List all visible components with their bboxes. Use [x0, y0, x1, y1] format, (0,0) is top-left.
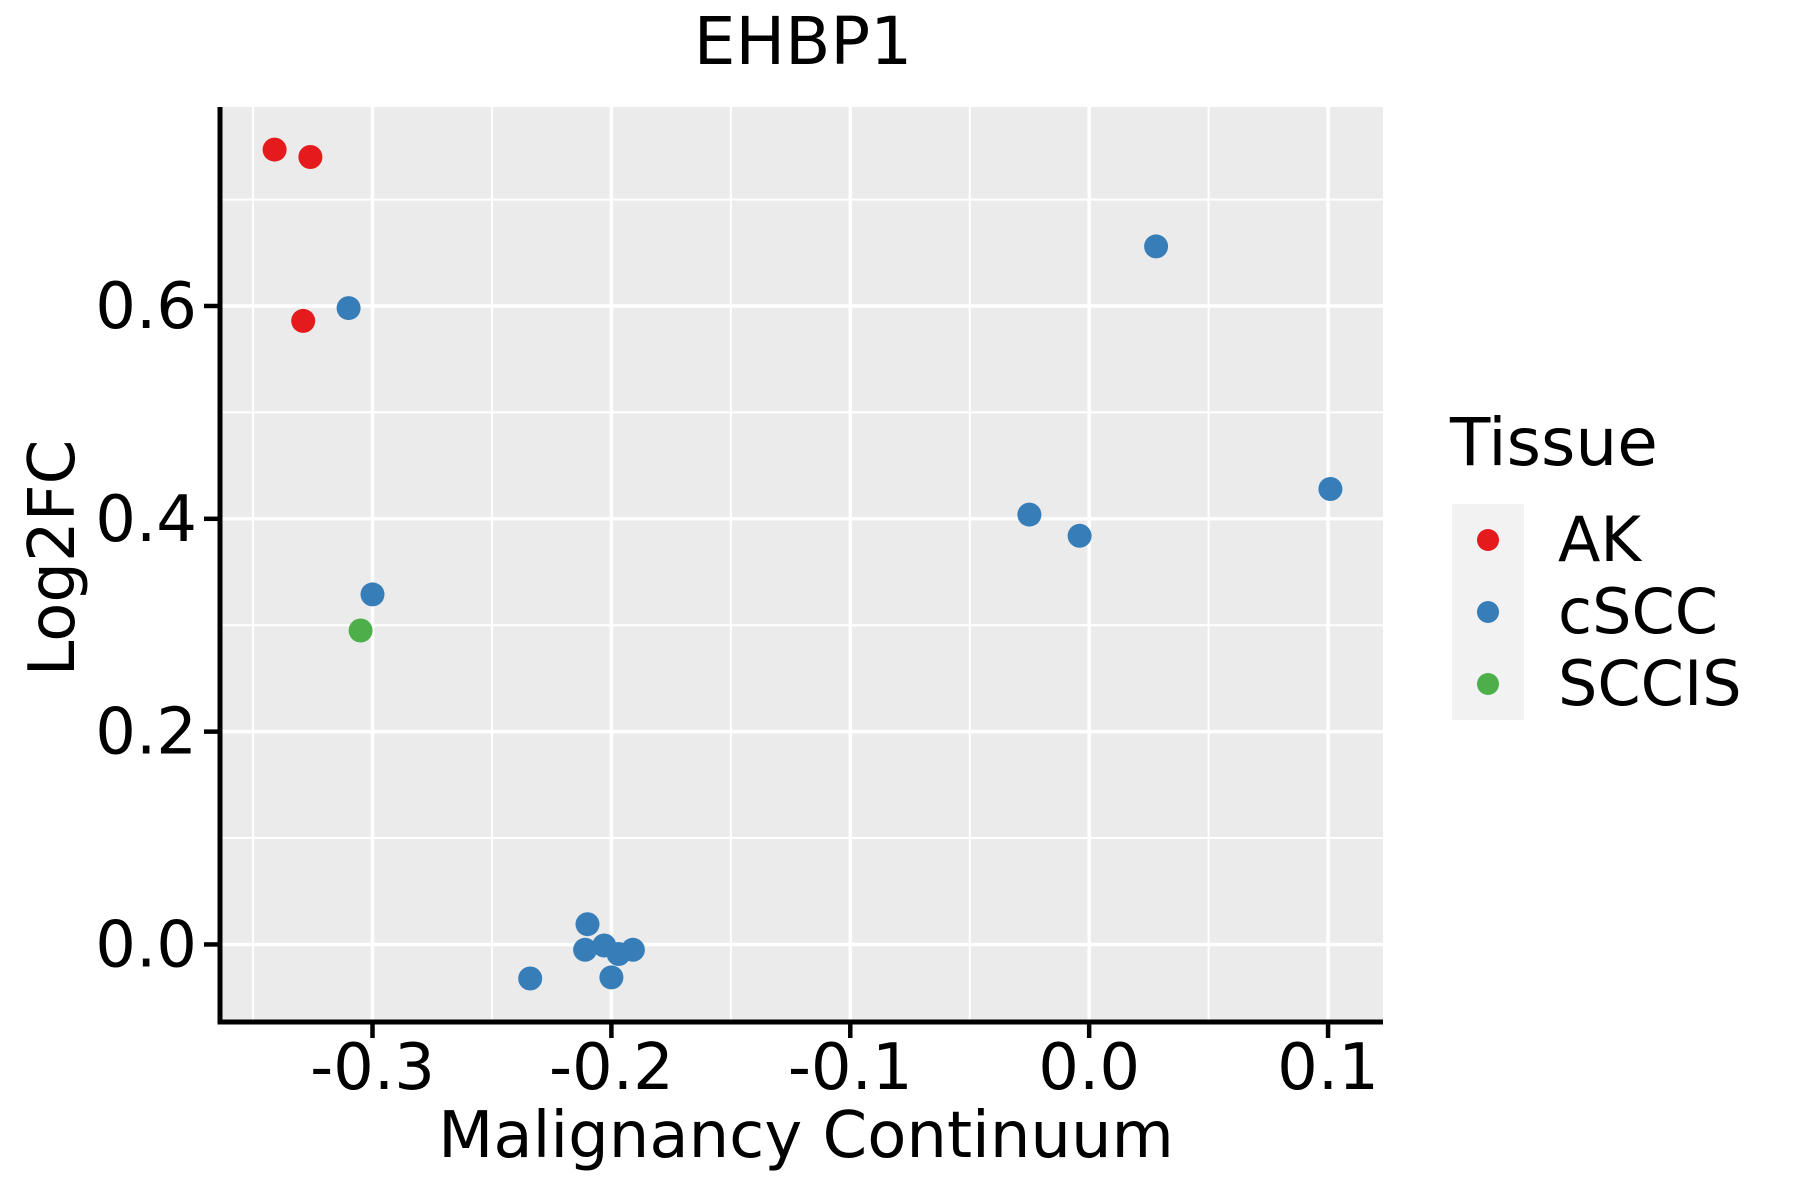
data-point-cSCC [360, 582, 385, 607]
y-tick-label: 0.4 [95, 483, 197, 557]
y-tick-label: 0.6 [95, 270, 197, 344]
minor-gridlines [222, 107, 1383, 1020]
x-tick-label: -0.2 [549, 1031, 674, 1105]
data-point-AK [298, 145, 323, 169]
data-point-AK [262, 137, 287, 162]
data-point-cSCC [518, 966, 543, 991]
x-tick-labels: -0.3 -0.2 -0.1 0.0 0.1 [310, 1031, 1379, 1105]
x-axis-title: Malignancy Continuum [438, 1099, 1174, 1173]
x-tick-label: 0.1 [1277, 1031, 1379, 1105]
data-point-cSCC [1144, 234, 1169, 259]
legend-key-dot-SCCIS [1477, 673, 1499, 695]
data-point-cSCC [1318, 477, 1343, 501]
data-point-cSCC [599, 965, 624, 990]
data-point-AK [291, 308, 316, 333]
y-tick-label: 0.0 [95, 908, 197, 982]
x-tick-label: 0.0 [1038, 1031, 1140, 1105]
data-point-SCCIS [348, 618, 373, 643]
data-point-cSCC [575, 912, 600, 937]
axis-ticks [204, 303, 1331, 1038]
x-tick-label: -0.1 [788, 1031, 913, 1105]
data-point-cSCC [336, 296, 361, 321]
legend-entry-AK: AK [1452, 503, 1642, 576]
legend-title: Tissue [1449, 404, 1658, 481]
legend-key-dot-cSCC [1477, 601, 1499, 623]
y-tick-labels: 0.0 0.2 0.4 0.6 [95, 270, 197, 982]
x-tick-label: -0.3 [310, 1031, 435, 1105]
data-point-cSCC [1017, 502, 1042, 527]
data-point-cSCC [573, 937, 598, 962]
legend-entry-SCCIS: SCCIS [1452, 647, 1742, 720]
legend-label-cSCC: cSCC [1558, 575, 1718, 648]
y-axis-title: Log2FC [16, 440, 90, 677]
data-point-cSCC [1067, 523, 1092, 548]
legend-key-dot-AK [1477, 529, 1499, 551]
axis-lines [217, 107, 1383, 1025]
legend-label-SCCIS: SCCIS [1558, 647, 1742, 720]
legend-label-AK: AK [1558, 503, 1642, 576]
y-tick-label: 0.2 [95, 696, 197, 770]
data-point-cSCC [620, 937, 645, 962]
plot-panel [222, 107, 1383, 1020]
plot-title: EHBP1 [694, 3, 912, 80]
data-points-layer [262, 137, 1343, 991]
major-gridlines [222, 107, 1383, 1020]
legend-entry-cSCC: cSCC [1452, 575, 1718, 648]
